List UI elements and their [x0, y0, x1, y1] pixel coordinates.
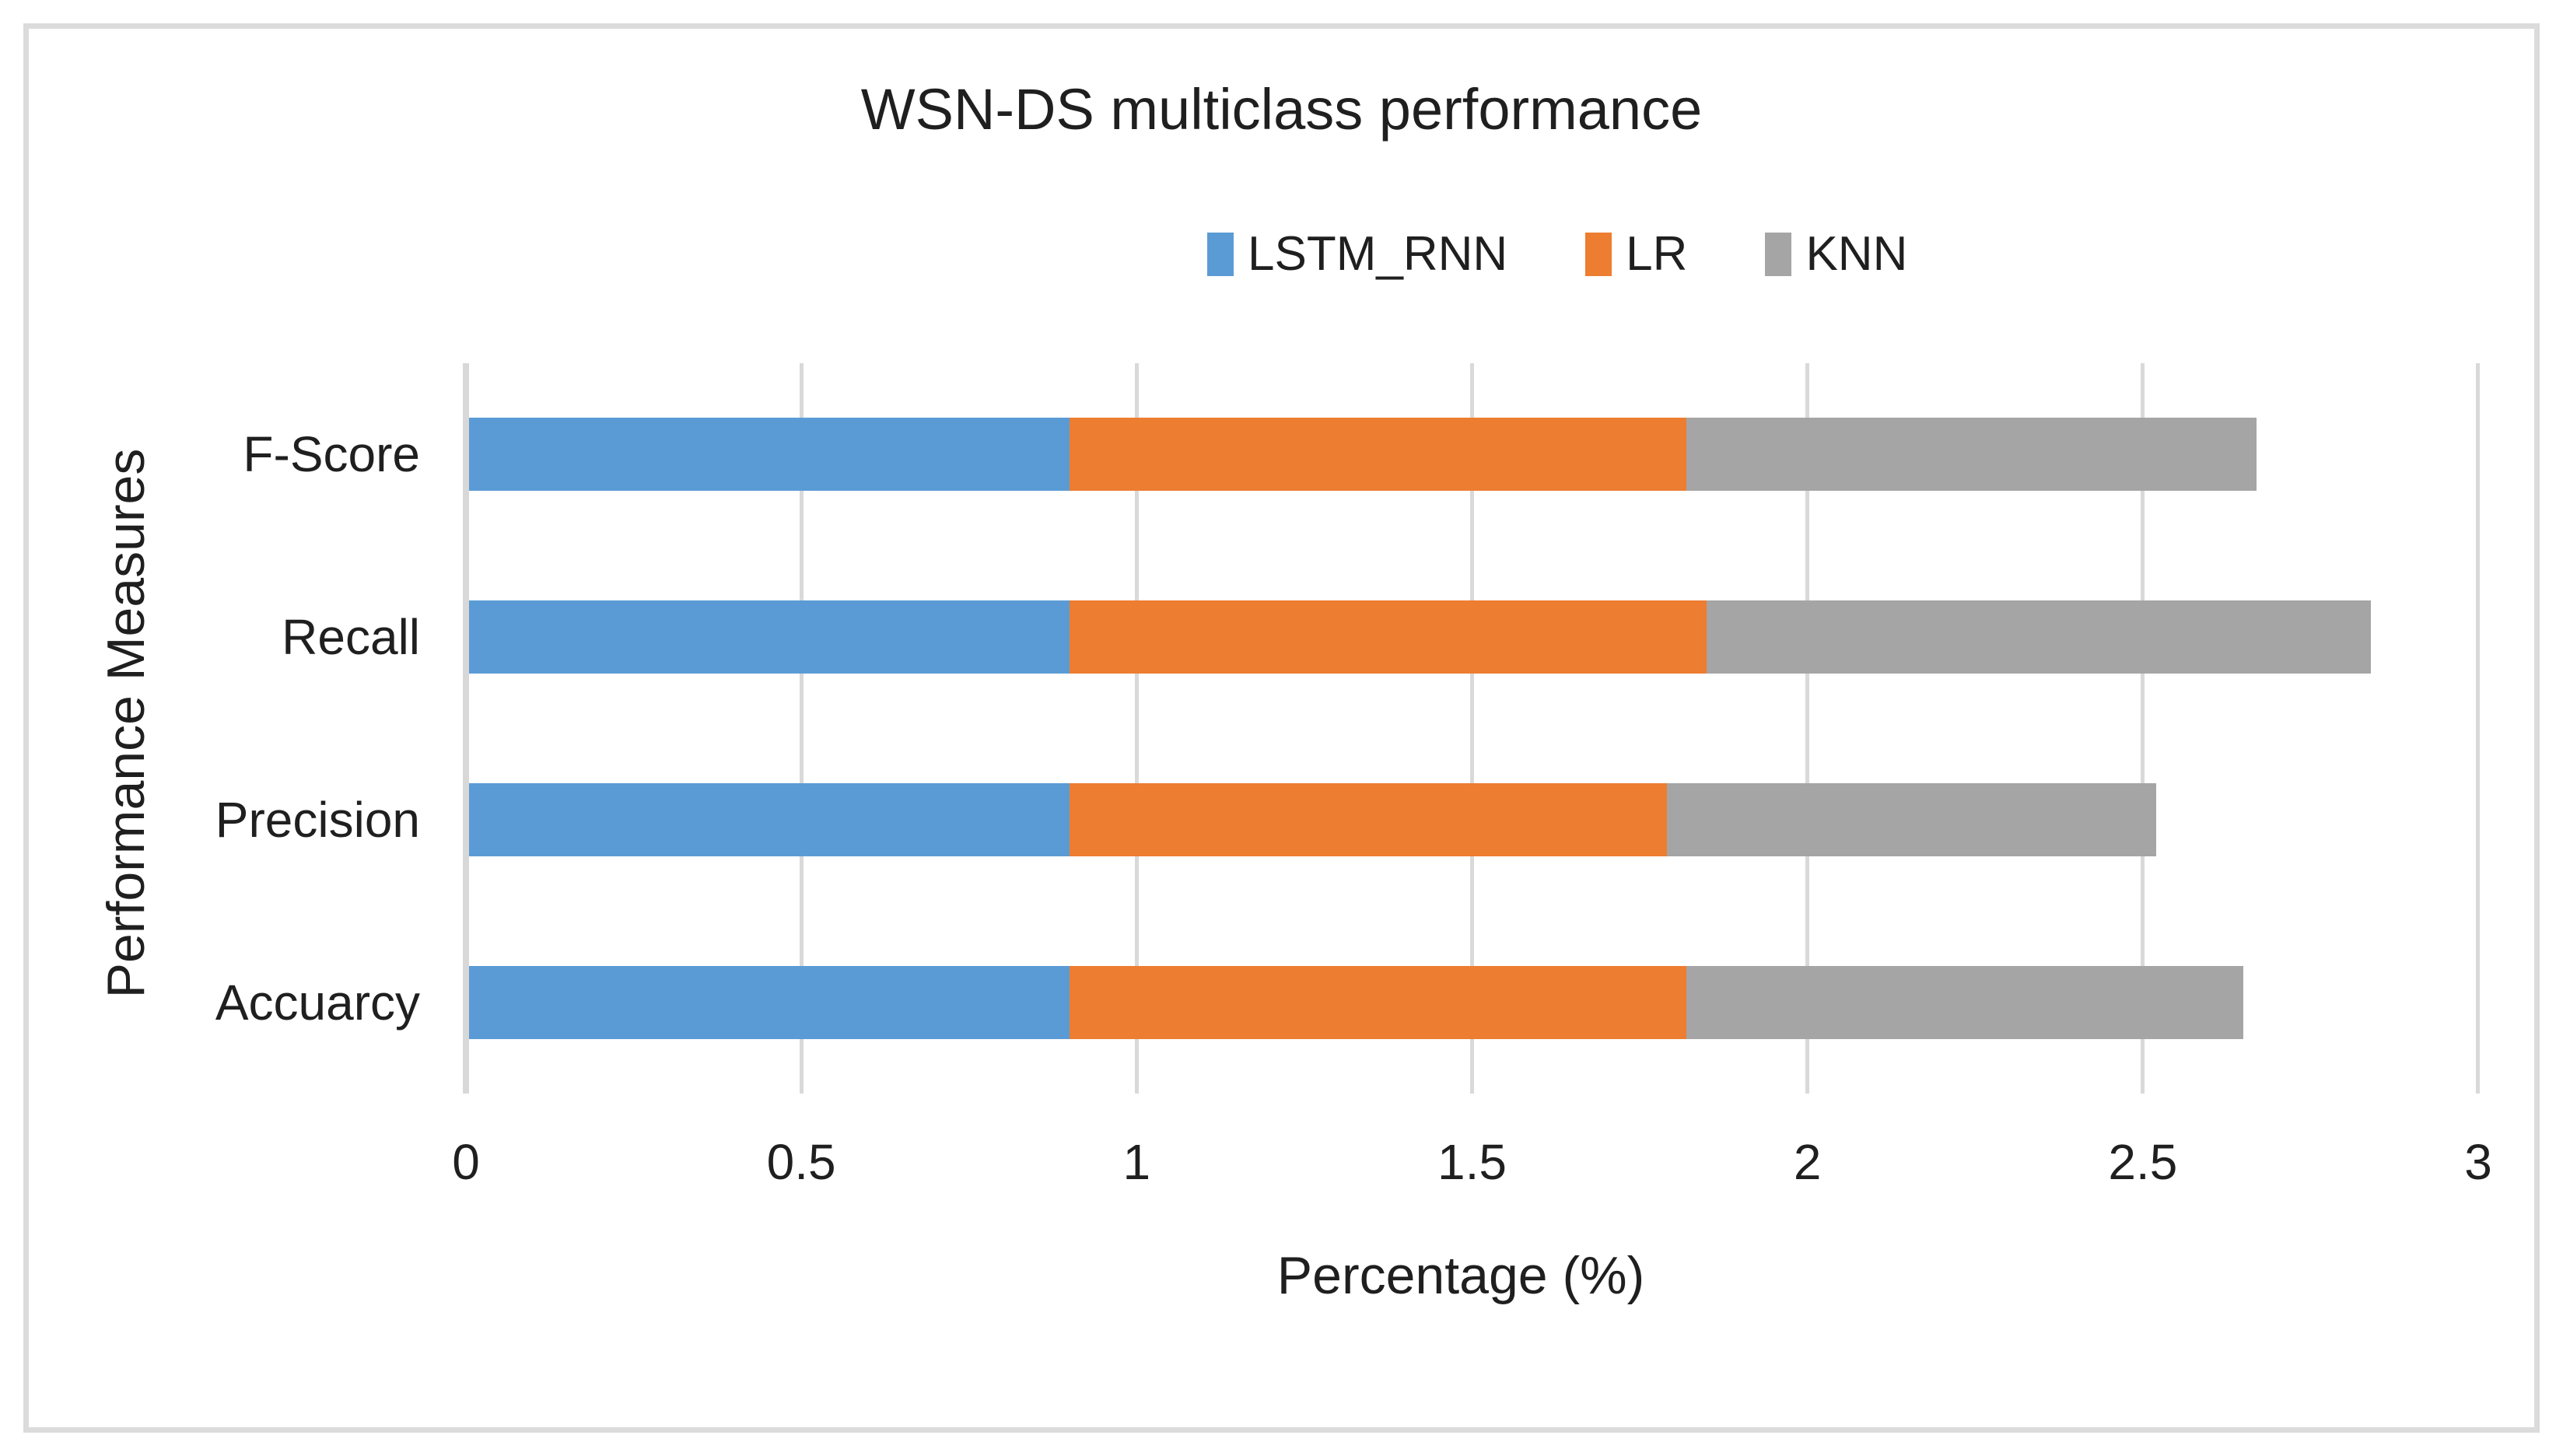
x-tick-label-1: 1 [1122, 1134, 1151, 1190]
bar-precision-lr [1070, 782, 1667, 856]
category-label-precision: Precision [215, 791, 420, 848]
y-axis-line [463, 363, 469, 1094]
legend: LSTM_RNN LR KNN [1207, 230, 1907, 278]
x-tick-label-2.5: 2.5 [2108, 1134, 2178, 1190]
legend-swatch-lstm-rnn [1207, 233, 1234, 276]
bar-accuarcy-lr [1070, 965, 1687, 1039]
chart-border-frame [23, 23, 2540, 1433]
gridline-x-0.5 [799, 363, 804, 1094]
gridline-x-1.5 [1469, 363, 1474, 1094]
legend-swatch-lr [1585, 233, 1612, 276]
bar-f-score-lr [1070, 418, 1687, 492]
bar-precision-lstm-rnn [466, 782, 1070, 856]
legend-item-lstm-rnn: LSTM_RNN [1207, 230, 1507, 278]
gridline-x-2.5 [2141, 363, 2145, 1094]
bar-precision-knn [1666, 782, 2157, 856]
x-tick-label-0: 0 [452, 1134, 480, 1190]
category-label-accuarcy: Accuarcy [215, 974, 420, 1031]
chart-title: WSN-DS multiclass performance [860, 77, 1703, 142]
gridline-x-3 [2476, 363, 2481, 1094]
bar-recall-lstm-rnn [466, 600, 1070, 674]
bar-recall-knn [1707, 600, 2371, 674]
legend-item-lr: LR [1585, 230, 1687, 278]
legend-label-knn: KNN [1805, 227, 1908, 281]
x-tick-label-0.5: 0.5 [766, 1134, 836, 1190]
bar-recall-lr [1070, 600, 1707, 674]
gridline-x-1 [1134, 363, 1139, 1094]
x-axis-title: Percentage (%) [1276, 1246, 1645, 1305]
y-axis-title: Performance Measures [96, 448, 156, 999]
bar-accuarcy-lstm-rnn [466, 965, 1070, 1039]
bar-f-score-knn [1686, 418, 2257, 492]
x-tick-label-2: 2 [1793, 1134, 1822, 1190]
legend-item-knn: KNN [1765, 230, 1907, 278]
category-label-recall: Recall [282, 609, 420, 666]
legend-label-lstm-rnn: LSTM_RNN [1248, 227, 1508, 281]
bar-accuarcy-knn [1686, 965, 2244, 1039]
category-label-f-score: F-Score [243, 426, 420, 483]
gridline-x-2 [1805, 363, 1810, 1094]
legend-swatch-knn [1765, 233, 1792, 276]
x-tick-label-1.5: 1.5 [1437, 1134, 1507, 1190]
bar-f-score-lstm-rnn [466, 418, 1070, 492]
x-tick-label-3: 3 [2464, 1134, 2492, 1190]
legend-label-lr: LR [1626, 227, 1688, 281]
